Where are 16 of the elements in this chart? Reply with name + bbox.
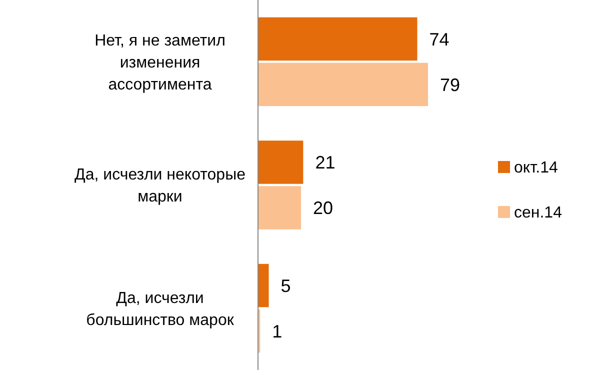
data-label: 20 [313,198,334,218]
y-tick-label: Да, исчезли большинство марок [86,290,235,329]
y-tick-label: Нет, я не заметил изменения ассортимента [94,32,226,94]
data-label: 79 [440,74,460,95]
data-label: 5 [280,276,291,296]
bar [258,62,428,106]
data-label: 74 [429,29,450,50]
y-tick-label: Да, исчезли некоторые марки [74,166,246,206]
legend-label: сен.14 [514,204,562,222]
bar [258,140,304,184]
legend-label: окт.14 [514,160,558,177]
bar [258,264,269,308]
data-label: 1 [272,321,282,342]
data-label: 21 [315,152,336,173]
bar [258,186,302,230]
bar [258,17,418,61]
